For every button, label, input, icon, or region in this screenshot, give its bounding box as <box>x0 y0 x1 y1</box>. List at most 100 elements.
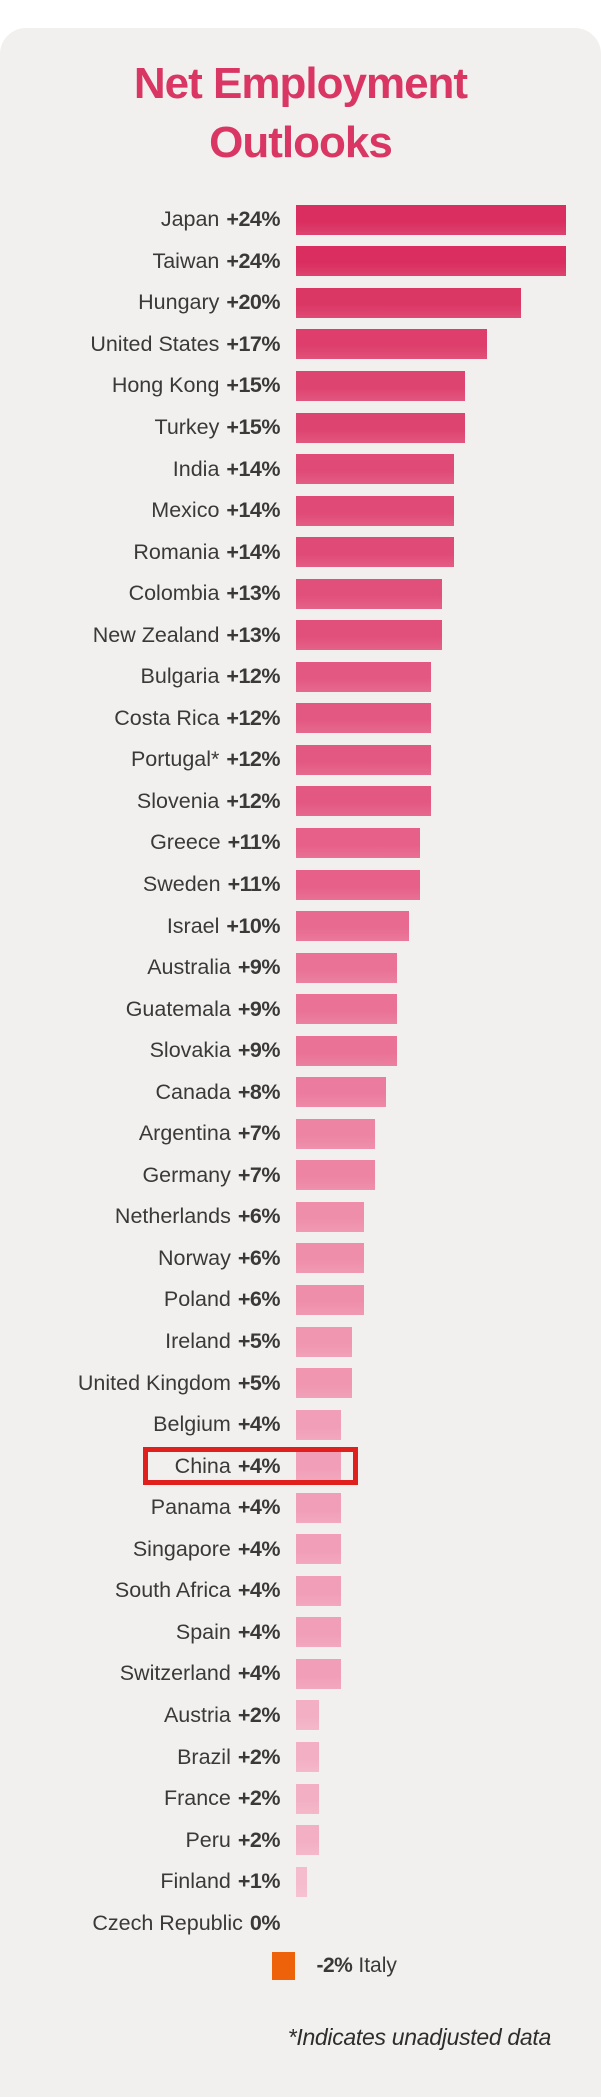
country-label: Czech Republic <box>92 1910 243 1935</box>
value-label: +6% <box>237 1245 281 1270</box>
value-label: +14% <box>226 539 280 564</box>
value-label: +7% <box>237 1121 281 1146</box>
value-label: +8% <box>237 1079 281 1104</box>
country-label: Mexico <box>151 498 220 523</box>
country-label: Brazil <box>177 1744 231 1769</box>
value-label: +17% <box>226 331 280 356</box>
bar <box>296 1368 353 1399</box>
country-label: Slovakia <box>149 1038 231 1063</box>
row-labels: Portugal* +12% <box>0 747 281 772</box>
country-label: Argentina <box>138 1121 231 1146</box>
chart-row: Japan +24% <box>0 199 601 241</box>
bar-area <box>280 495 601 526</box>
row-labels: Turkey +15% <box>0 415 280 440</box>
bar <box>296 744 431 775</box>
value-label: +2% <box>237 1786 281 1811</box>
value-label: +12% <box>226 705 280 730</box>
row-labels: Australia +9% <box>0 955 280 980</box>
bar-area <box>280 869 601 900</box>
legend-text: -2% Italy <box>317 1954 397 1978</box>
country-label: China <box>174 1453 231 1478</box>
value-label: +11% <box>227 830 281 855</box>
bar-area <box>280 370 601 401</box>
bar <box>296 454 454 485</box>
bar <box>296 827 420 858</box>
row-labels: Taiwan +24% <box>0 249 280 274</box>
bar <box>296 1451 341 1482</box>
bar-area <box>280 1118 601 1149</box>
row-labels: South Africa +4% <box>0 1578 281 1603</box>
bar <box>296 246 566 277</box>
country-label: Hungary <box>138 290 220 315</box>
country-label: Turkey <box>154 415 220 439</box>
value-label: +24% <box>226 207 280 232</box>
chart-row: Argentina +7% <box>0 1113 601 1155</box>
row-labels: Argentina +7% <box>0 1121 281 1146</box>
bar-area <box>280 1326 601 1357</box>
bar <box>296 1035 398 1066</box>
bar-area <box>280 1451 601 1482</box>
bar <box>296 1160 375 1191</box>
bar <box>296 1201 364 1232</box>
row-labels: India +14% <box>0 457 281 482</box>
bar-area <box>280 1742 601 1772</box>
bar <box>296 703 431 734</box>
chart-row: Brazil +2% <box>0 1736 601 1778</box>
row-labels: Spain +4% <box>0 1620 281 1645</box>
country-label: Finland <box>160 1869 231 1894</box>
value-label: +7% <box>237 1162 281 1187</box>
negative-legend-row: -2% Italy <box>0 1944 601 1988</box>
row-labels: Brazil +2% <box>0 1745 280 1770</box>
bar-area <box>280 454 601 485</box>
row-labels: Czech Republic 0% <box>0 1911 280 1936</box>
chart-row: Singapore +4% <box>0 1529 601 1571</box>
chart-row: Norway +6% <box>0 1238 601 1280</box>
bar <box>296 620 443 651</box>
country-label: Austria <box>163 1702 231 1727</box>
country-label: Hong Kong <box>111 373 220 398</box>
chart-row: Finland +1% <box>0 1861 601 1903</box>
row-labels: Switzerland +4% <box>0 1661 281 1686</box>
negative-bar-italy <box>272 1951 295 1980</box>
value-label: +4% <box>237 1495 281 1520</box>
row-labels: Costa Rica +12% <box>0 706 280 731</box>
value-label: +13% <box>226 581 280 606</box>
row-labels: United States +17% <box>0 332 280 357</box>
value-label: +15% <box>226 415 280 439</box>
row-labels: New Zealand +13% <box>0 623 281 648</box>
row-labels: Netherlands +6% <box>0 1204 281 1229</box>
value-label: +4% <box>237 1661 281 1686</box>
country-label: Belgium <box>153 1412 231 1437</box>
bar-area <box>280 287 601 318</box>
value-label: +5% <box>237 1329 281 1354</box>
bar-area <box>280 952 601 983</box>
chart-row: Panama +4% <box>0 1487 601 1529</box>
bar-area <box>280 1617 601 1648</box>
row-labels: Japan +24% <box>0 207 281 232</box>
country-label: Greece <box>150 830 221 855</box>
bar-area <box>280 329 601 360</box>
value-label: +2% <box>237 1827 281 1852</box>
bar-area <box>280 537 601 568</box>
row-labels: Romania +14% <box>0 540 280 565</box>
bar-area <box>280 661 601 692</box>
chart-title-line2: Outlooks <box>209 118 393 167</box>
chart-row: Hungary +20% <box>0 282 601 324</box>
value-label: +2% <box>237 1702 281 1727</box>
chart-title: Net Employment Outlooks <box>0 28 601 172</box>
chart-row: Turkey +15% <box>0 407 601 449</box>
country-label: Norway <box>157 1245 231 1270</box>
bar-area <box>280 786 601 817</box>
country-label: United Kingdom <box>77 1370 231 1395</box>
country-label: Taiwan <box>152 248 220 273</box>
country-label: Switzerland <box>119 1661 231 1686</box>
row-labels: Austria +2% <box>0 1702 281 1728</box>
bar <box>296 1118 375 1149</box>
bar <box>296 412 465 443</box>
bar <box>296 495 454 526</box>
row-labels: France +2% <box>0 1786 281 1811</box>
chart-row: Guatemala +9% <box>0 988 601 1030</box>
chart-row: China +4% <box>0 1445 601 1487</box>
bar-area <box>280 1866 601 1897</box>
bar <box>296 204 566 235</box>
